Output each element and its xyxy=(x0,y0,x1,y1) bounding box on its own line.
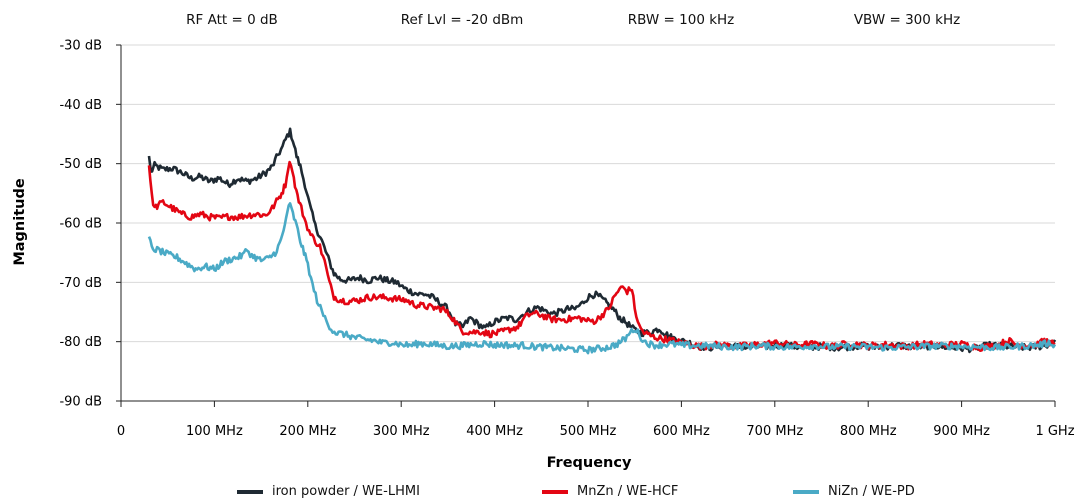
x-tick-label: 400 MHz xyxy=(466,424,523,439)
x-axis-title: Frequency xyxy=(547,455,632,471)
y-tick-label: -30 dB xyxy=(59,39,102,54)
legend-label-nizn: NiZn / WE-PD xyxy=(828,484,915,499)
grid-lines xyxy=(121,44,1055,343)
x-tick-label: 900 MHz xyxy=(933,424,990,439)
y-tick-label: -40 dB xyxy=(59,98,102,113)
legend-label-mnzn: MnZn / WE-HCF xyxy=(577,484,679,499)
series-line-mnzn xyxy=(147,160,1056,352)
axes xyxy=(116,44,1056,407)
legend-item-mnzn: MnZn / WE-HCF xyxy=(542,484,678,499)
rbw-label: RBW = 100 kHz xyxy=(627,12,735,28)
y-tick-label: -50 dB xyxy=(59,157,102,172)
x-tick-label: 100 MHz xyxy=(186,424,243,439)
ref-level-label: Ref Lvl = -20 dBm xyxy=(400,12,524,28)
x-tick-label: 1 GHz xyxy=(1035,424,1074,439)
x-tick-label: 0 xyxy=(117,424,125,439)
y-tick-label: -80 dB xyxy=(59,335,102,350)
legend-item-nizn: NiZn / WE-PD xyxy=(793,484,915,499)
legend-item-iron-powder: iron powder / WE-LHMI xyxy=(237,484,420,499)
legend-swatch-nizn xyxy=(793,489,819,494)
x-tick-label: 500 MHz xyxy=(560,424,617,439)
legend-swatch-mnzn xyxy=(542,489,568,494)
series-lines xyxy=(147,127,1057,355)
rf-att-label: RF Att = 0 dB xyxy=(186,12,278,28)
y-tick-label: -60 dB xyxy=(59,217,102,232)
series-line-nizn xyxy=(147,202,1057,355)
x-tick-label: 700 MHz xyxy=(746,424,803,439)
x-tick-label: 800 MHz xyxy=(840,424,897,439)
y-axis-title: Magnitude xyxy=(12,178,28,266)
x-tick-labels: 0 100 MHz 200 MHz 300 MHz 400 MHz 500 MHz 600 … xyxy=(117,424,1075,439)
vbw-label: VBW = 300 kHz xyxy=(853,12,961,28)
y-tick-labels: -30 dB -40 dB -50 dB -60 dB -70 dB -80 dB -90 … xyxy=(59,39,102,410)
y-tick-label: -70 dB xyxy=(59,276,102,291)
legend-label-iron-powder: iron powder / WE-LHMI xyxy=(272,484,420,499)
x-tick-label: 200 MHz xyxy=(279,424,336,439)
x-tick-label: 300 MHz xyxy=(373,424,430,439)
legend-swatch-iron-powder xyxy=(237,489,263,494)
x-tick-label: 600 MHz xyxy=(653,424,710,439)
y-tick-label: -90 dB xyxy=(59,395,102,410)
